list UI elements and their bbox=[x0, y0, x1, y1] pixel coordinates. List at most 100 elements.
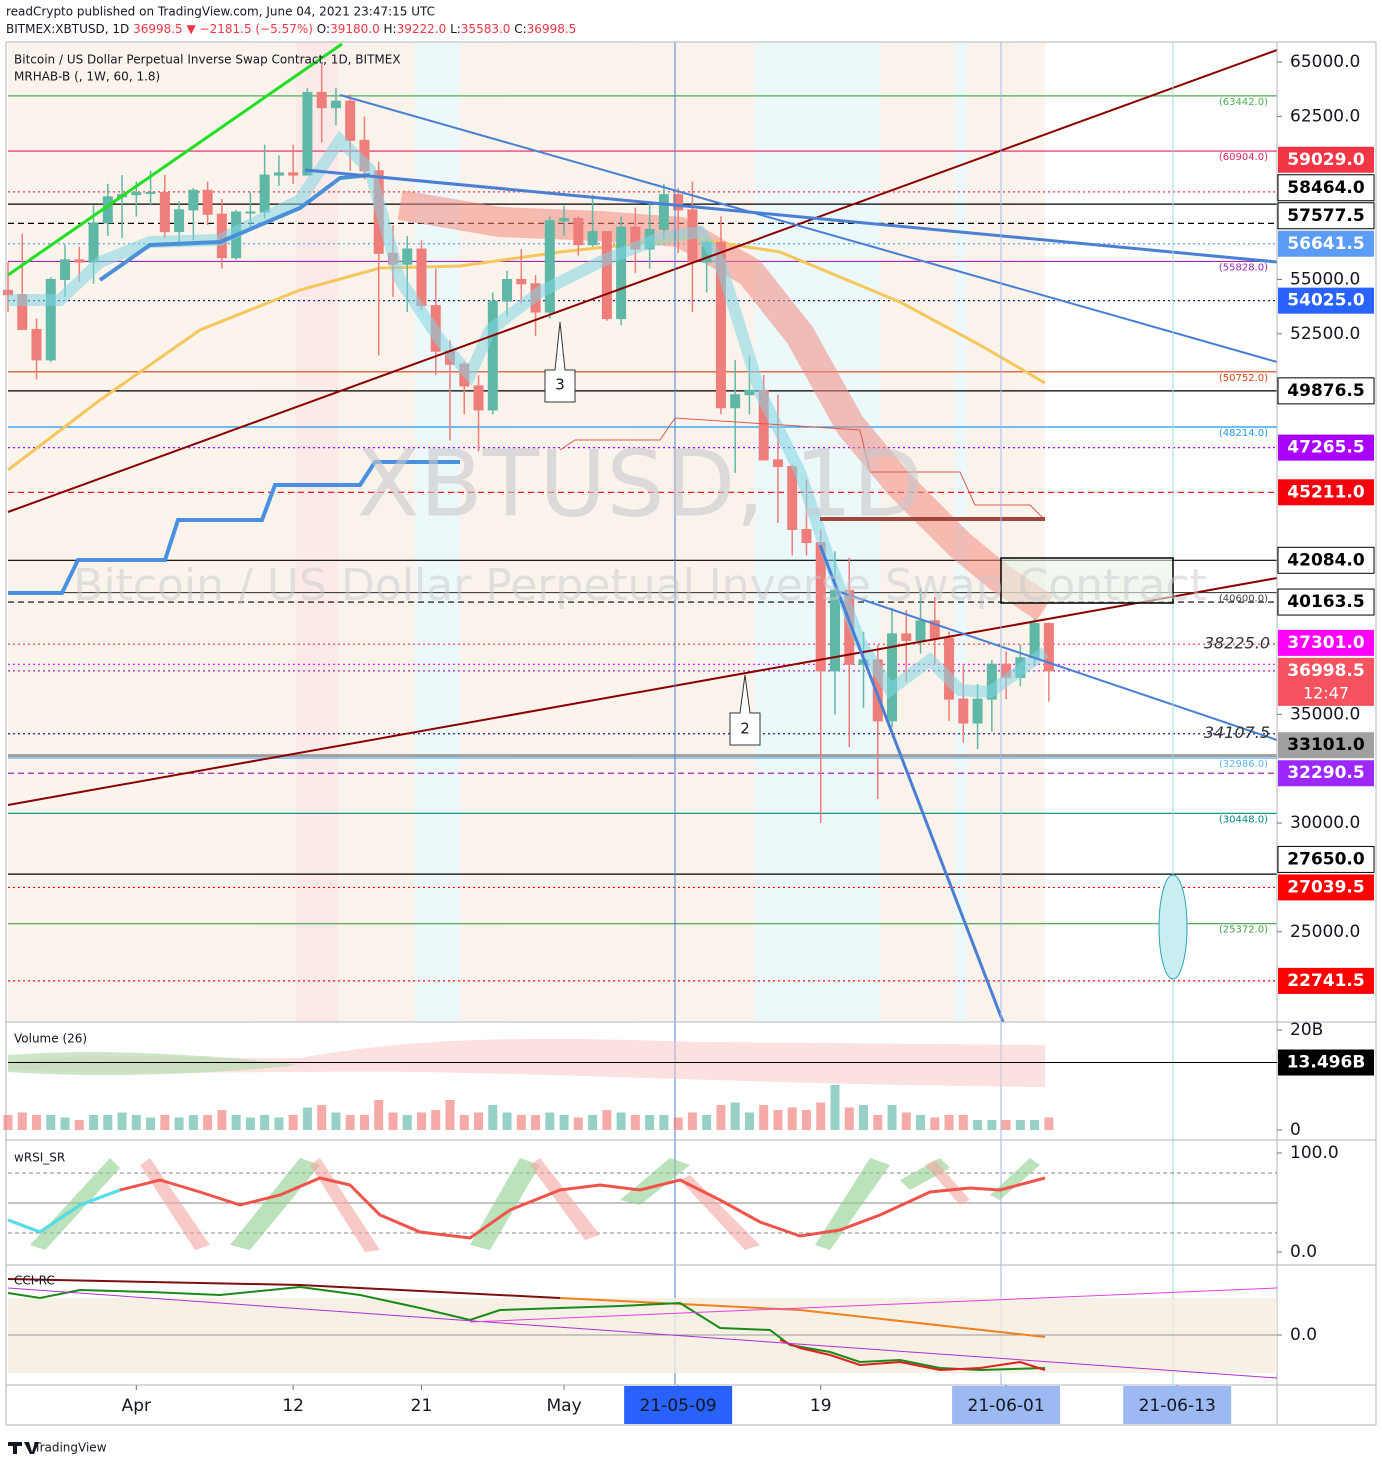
volume-bar bbox=[46, 1115, 56, 1130]
price-label-box bbox=[1278, 732, 1374, 759]
price-label: 45211.0 bbox=[1287, 482, 1365, 502]
y-tick-label: 52500.0 bbox=[1290, 324, 1360, 344]
volume-bar bbox=[1001, 1120, 1011, 1130]
price-label-box bbox=[1278, 146, 1374, 173]
volume-bar bbox=[502, 1112, 512, 1130]
level-tag: (63442.0) bbox=[1219, 97, 1268, 108]
price-label: 27650.0 bbox=[1287, 849, 1365, 869]
volume-bar bbox=[516, 1115, 526, 1130]
candle-body bbox=[188, 189, 199, 211]
price-label: 32290.5 bbox=[1287, 763, 1364, 783]
levels bbox=[8, 95, 1277, 982]
volume-bar bbox=[345, 1115, 355, 1130]
price-label: 49876.5 bbox=[1287, 381, 1364, 401]
y-tick-label: 0 bbox=[1290, 1120, 1301, 1140]
weekly-step bbox=[8, 460, 460, 595]
y-tick-label: 30000.0 bbox=[1290, 813, 1360, 833]
osc-trend bbox=[7, 1287, 1278, 1379]
volume-bar bbox=[759, 1105, 769, 1130]
candle-body bbox=[502, 278, 513, 302]
x-tick-label: 21 bbox=[411, 1396, 433, 1416]
x-tick-label: 19 bbox=[810, 1396, 832, 1416]
price-label-box bbox=[1277, 588, 1375, 616]
step-line bbox=[559, 417, 1046, 521]
trend-average bbox=[98, 173, 371, 282]
volume-bar bbox=[188, 1115, 198, 1130]
candle-body bbox=[88, 222, 99, 263]
watermark: Bitcoin / US Dollar Perpetual Inverse Sw… bbox=[73, 560, 1207, 611]
price-label-box bbox=[1278, 629, 1374, 656]
osc-line bbox=[779, 1339, 1046, 1372]
ohlc-value: 36998.5 bbox=[527, 22, 577, 36]
candle-body bbox=[544, 220, 555, 313]
price-label: 42084.0 bbox=[1287, 550, 1365, 570]
volume-bar bbox=[302, 1107, 312, 1130]
ribbon bbox=[8, 130, 1049, 699]
price-label-box bbox=[1277, 202, 1375, 230]
volume-bar bbox=[488, 1105, 498, 1130]
wrsi-drawing bbox=[7, 1158, 1277, 1252]
volume-bar bbox=[1044, 1117, 1054, 1130]
y-tick-label: 20B bbox=[1290, 1020, 1323, 1040]
candle-body bbox=[174, 209, 185, 233]
volume-bar bbox=[531, 1115, 541, 1130]
callout bbox=[544, 321, 576, 403]
osc-trend bbox=[469, 1287, 1278, 1323]
logo bbox=[8, 1442, 39, 1454]
volume-bar bbox=[973, 1120, 983, 1130]
volume-bar bbox=[459, 1115, 469, 1130]
countdown: 12:47 bbox=[1303, 683, 1349, 702]
volume-bar bbox=[317, 1105, 327, 1130]
candle-body bbox=[573, 218, 584, 246]
price-label: 40163.5 bbox=[1287, 592, 1364, 612]
volume-bar bbox=[217, 1110, 227, 1130]
trend-line bbox=[7, 42, 343, 277]
osc-line bbox=[7, 1176, 1046, 1240]
volume-bar bbox=[103, 1115, 113, 1130]
y-tick-label: 62500.0 bbox=[1290, 106, 1360, 126]
level-tag: (60904.0) bbox=[1219, 152, 1268, 163]
volume-bar bbox=[630, 1115, 640, 1130]
volume-bar bbox=[573, 1117, 583, 1130]
x-tick-label: 12 bbox=[282, 1396, 304, 1416]
volume-bar bbox=[474, 1112, 484, 1130]
volume-bar bbox=[801, 1110, 811, 1130]
y-tick-label: 100.0 bbox=[1290, 1143, 1339, 1163]
candle-body bbox=[202, 189, 213, 215]
price-label: 33101.0 bbox=[1287, 735, 1365, 755]
level-tag: (25372.0) bbox=[1219, 925, 1268, 936]
price-label: 59029.0 bbox=[1287, 150, 1365, 170]
candle-body bbox=[601, 231, 612, 320]
candle-body bbox=[60, 259, 71, 280]
price-label: 37301.0 bbox=[1287, 633, 1365, 653]
y-tick-label: 65000.0 bbox=[1290, 52, 1360, 72]
volume-bar bbox=[930, 1117, 940, 1130]
candle-body bbox=[958, 698, 969, 724]
watermark: XBTUSD, 1D bbox=[357, 430, 924, 537]
level-note: 38225.0 bbox=[1204, 634, 1270, 653]
level-tag: (32986.0) bbox=[1219, 759, 1268, 770]
price-label-box bbox=[1278, 967, 1374, 994]
volume-bar bbox=[431, 1110, 441, 1130]
candle-body bbox=[915, 620, 926, 641]
candle-body bbox=[801, 528, 812, 544]
legend-indicator: MRHAB-B (, 1W, 60, 1.8) bbox=[14, 70, 160, 84]
pane-title: CCI-RC bbox=[14, 1274, 55, 1288]
candle-body bbox=[145, 191, 156, 194]
callout bbox=[729, 674, 761, 746]
volume-bar bbox=[730, 1102, 740, 1130]
volume-bar bbox=[744, 1112, 754, 1130]
candle-body bbox=[730, 394, 741, 409]
candle-body bbox=[473, 385, 484, 411]
volume-bar bbox=[359, 1115, 369, 1130]
volume-bar bbox=[958, 1115, 968, 1130]
ohlc-value: 35583.0 bbox=[461, 22, 511, 36]
candle-body bbox=[402, 248, 413, 265]
volume-bar bbox=[260, 1115, 270, 1130]
volume-bar bbox=[773, 1110, 783, 1130]
volume-bar bbox=[588, 1115, 598, 1130]
candle-body bbox=[1043, 622, 1054, 672]
candle-body bbox=[901, 633, 912, 641]
candle-body bbox=[159, 191, 170, 233]
volume-bar bbox=[673, 1117, 683, 1130]
